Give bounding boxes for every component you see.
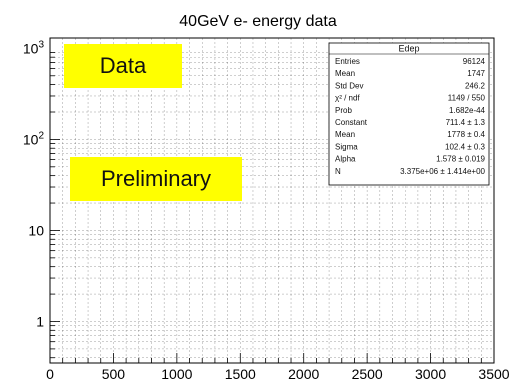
stats-row-label: Mean (335, 130, 355, 139)
data-badge-text: Data (100, 53, 147, 78)
stats-row-value: 102.4 ± 0.3 (445, 142, 486, 151)
stats-row-value: 1149 / 550 (448, 94, 486, 103)
stats-box-title: Edep (398, 44, 419, 54)
preliminary-badge-background (70, 157, 242, 201)
x-tick-label: 1000 (161, 366, 192, 382)
y-tick-label: 10 (28, 222, 44, 238)
x-tick-label: 2000 (288, 366, 319, 382)
stats-row-label: Alpha (335, 155, 356, 164)
stats-row-label: Sigma (335, 142, 358, 151)
stats-row-value: 1.682e-44 (449, 106, 486, 115)
x-tick-label: 1500 (225, 366, 256, 382)
stats-row-value: 711.4 ± 1.3 (446, 118, 486, 127)
stats-box-rows: Entries 96124 Mean 1747 Std Dev 246.2 χ² / ndf… (335, 57, 486, 176)
stats-row-label: Prob (335, 106, 352, 115)
stats-box: Edep Entries 96124 Mean 1747 Std Dev 246.2 χ² … (328, 42, 490, 186)
x-tick-label: 3000 (415, 366, 446, 382)
chart-title: 40GeV e- energy data (179, 13, 337, 30)
stats-row-label: Constant (335, 118, 368, 127)
stats-row-value: 246.2 (465, 81, 486, 90)
preliminary-badge: Preliminary (70, 157, 242, 201)
x-tick-label: 0 (46, 366, 54, 382)
x-tick-label: 3500 (478, 366, 509, 382)
stats-row-label: Entries (335, 57, 360, 66)
stats-row-label: Mean (335, 69, 355, 78)
stats-row-label: Std Dev (335, 81, 363, 90)
stats-row-value: 3.375e+06 ± 1.414e+00 (400, 167, 485, 176)
data-badge: Data (64, 44, 182, 88)
x-tick-label: 2500 (352, 366, 383, 382)
stats-row-label: N (335, 167, 341, 176)
stats-row-label: χ² / ndf (335, 94, 360, 103)
stats-row-value: 1778 ± 0.4 (447, 130, 485, 139)
y-tick-label: 103 (23, 39, 45, 56)
stats-box-frame (328, 42, 490, 186)
y-tick-label: 102 (23, 130, 45, 147)
plot-frame (49, 37, 495, 364)
y-axis: 1 10 102 103 (23, 39, 60, 359)
preliminary-badge-text: Preliminary (101, 166, 211, 191)
x-tick-label: 500 (102, 366, 126, 382)
y-tick-label: 1 (36, 313, 44, 329)
x-axis: 0 500 1000 1500 2000 2500 3000 3500 (46, 353, 510, 382)
stats-row-value: 1.578 ± 0.019 (436, 155, 485, 164)
stats-row-value: 1747 (467, 69, 485, 78)
stats-row-value: 96124 (463, 57, 486, 66)
data-badge-background (64, 44, 182, 88)
